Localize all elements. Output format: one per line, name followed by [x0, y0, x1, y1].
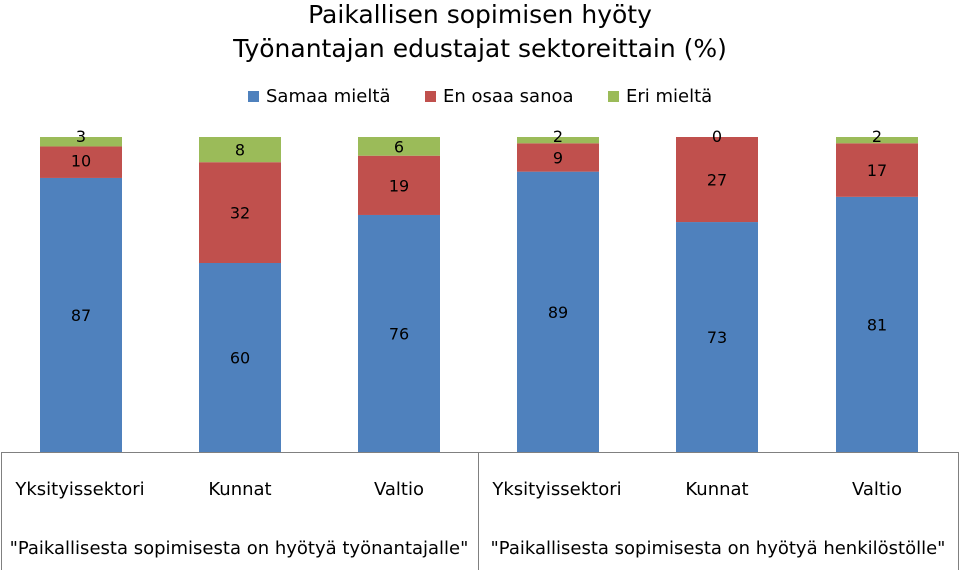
bar-eri-6	[836, 137, 918, 144]
value-label-en-osaa-6: 17	[867, 161, 887, 180]
category-label-4: Yksityissektori	[491, 479, 621, 500]
bars-layer	[40, 137, 918, 452]
legend-swatch-samaa	[248, 90, 259, 102]
value-label-samaa-4: 89	[548, 303, 568, 322]
bar-samaa-3	[358, 214, 440, 452]
chart-subtitle: Työnantajan edustajat sektoreittain (%)	[233, 34, 727, 63]
bar-en-osaa-4	[517, 143, 599, 172]
value-label-eri-6: 2	[872, 127, 882, 146]
category-axis-table: Yksityissektori Kunnat Valtio Yksityissekto…	[1, 452, 959, 570]
bar-samaa-1	[40, 177, 122, 452]
legend-label-eri: Eri mieltä	[626, 85, 713, 107]
bar-eri-3	[358, 137, 440, 156]
legend-item-eri: Eri mieltä	[608, 84, 712, 108]
bar-eri-2	[199, 137, 281, 163]
category-label-6: Valtio	[852, 479, 902, 500]
value-label-eri-3: 6	[394, 137, 404, 156]
chart-title: Paikallisen sopimisen hyöty	[308, 0, 652, 29]
bar-en-osaa-3	[358, 155, 440, 215]
bar-samaa-2	[199, 263, 281, 452]
value-label-en-osaa-4: 9	[553, 148, 563, 167]
bar-en-osaa-6	[836, 143, 918, 197]
value-label-eri-2: 8	[235, 141, 245, 160]
category-label-5: Kunnat	[685, 479, 748, 500]
value-label-samaa-5: 73	[707, 328, 727, 347]
value-label-eri-1: 3	[76, 127, 86, 146]
category-label-1: Yksityissektori	[14, 479, 144, 500]
category-label-2: Kunnat	[208, 479, 271, 500]
value-label-en-osaa-2: 32	[230, 204, 250, 223]
group-label-2: "Paikallisesta sopimisesta on hyötyä hen…	[491, 538, 946, 559]
bar-en-osaa-2	[199, 162, 281, 263]
value-label-en-osaa-3: 19	[389, 176, 409, 195]
bar-eri-4	[517, 137, 599, 144]
value-label-samaa-2: 60	[230, 349, 250, 368]
bar-eri-1	[40, 137, 122, 147]
legend-label-samaa: Samaa mieltä	[266, 85, 391, 107]
bar-en-osaa-5	[676, 137, 758, 223]
group-label-1: "Paikallisesta sopimisesta on hyötyä työ…	[10, 538, 469, 559]
value-label-samaa-3: 76	[389, 324, 409, 343]
value-label-en-osaa-5: 27	[707, 171, 727, 190]
bar-samaa-6	[836, 196, 918, 452]
legend-label-en-osaa: En osaa sanoa	[443, 85, 574, 107]
category-label-3: Valtio	[374, 479, 424, 500]
bar-en-osaa-1	[40, 146, 122, 178]
bar-samaa-5	[676, 222, 758, 452]
legend: Samaa mieltä En osaa sanoa Eri mieltä	[0, 84, 960, 108]
value-label-eri-5: 0	[712, 127, 722, 146]
value-label-samaa-6: 81	[867, 315, 887, 334]
legend-item-samaa: Samaa mieltä	[248, 84, 390, 108]
bar-samaa-4	[517, 171, 599, 452]
value-label-eri-4: 2	[553, 127, 563, 146]
value-label-en-osaa-1: 10	[71, 151, 91, 170]
legend-swatch-eri	[608, 90, 619, 102]
value-label-samaa-1: 87	[71, 306, 91, 325]
legend-swatch-en-osaa	[425, 90, 436, 102]
legend-item-en-osaa: En osaa sanoa	[425, 84, 574, 108]
value-labels-layer: 87 10 3 60 32 8 76 19 6 89 9 2 73 27 0 81 17 2	[71, 127, 887, 368]
